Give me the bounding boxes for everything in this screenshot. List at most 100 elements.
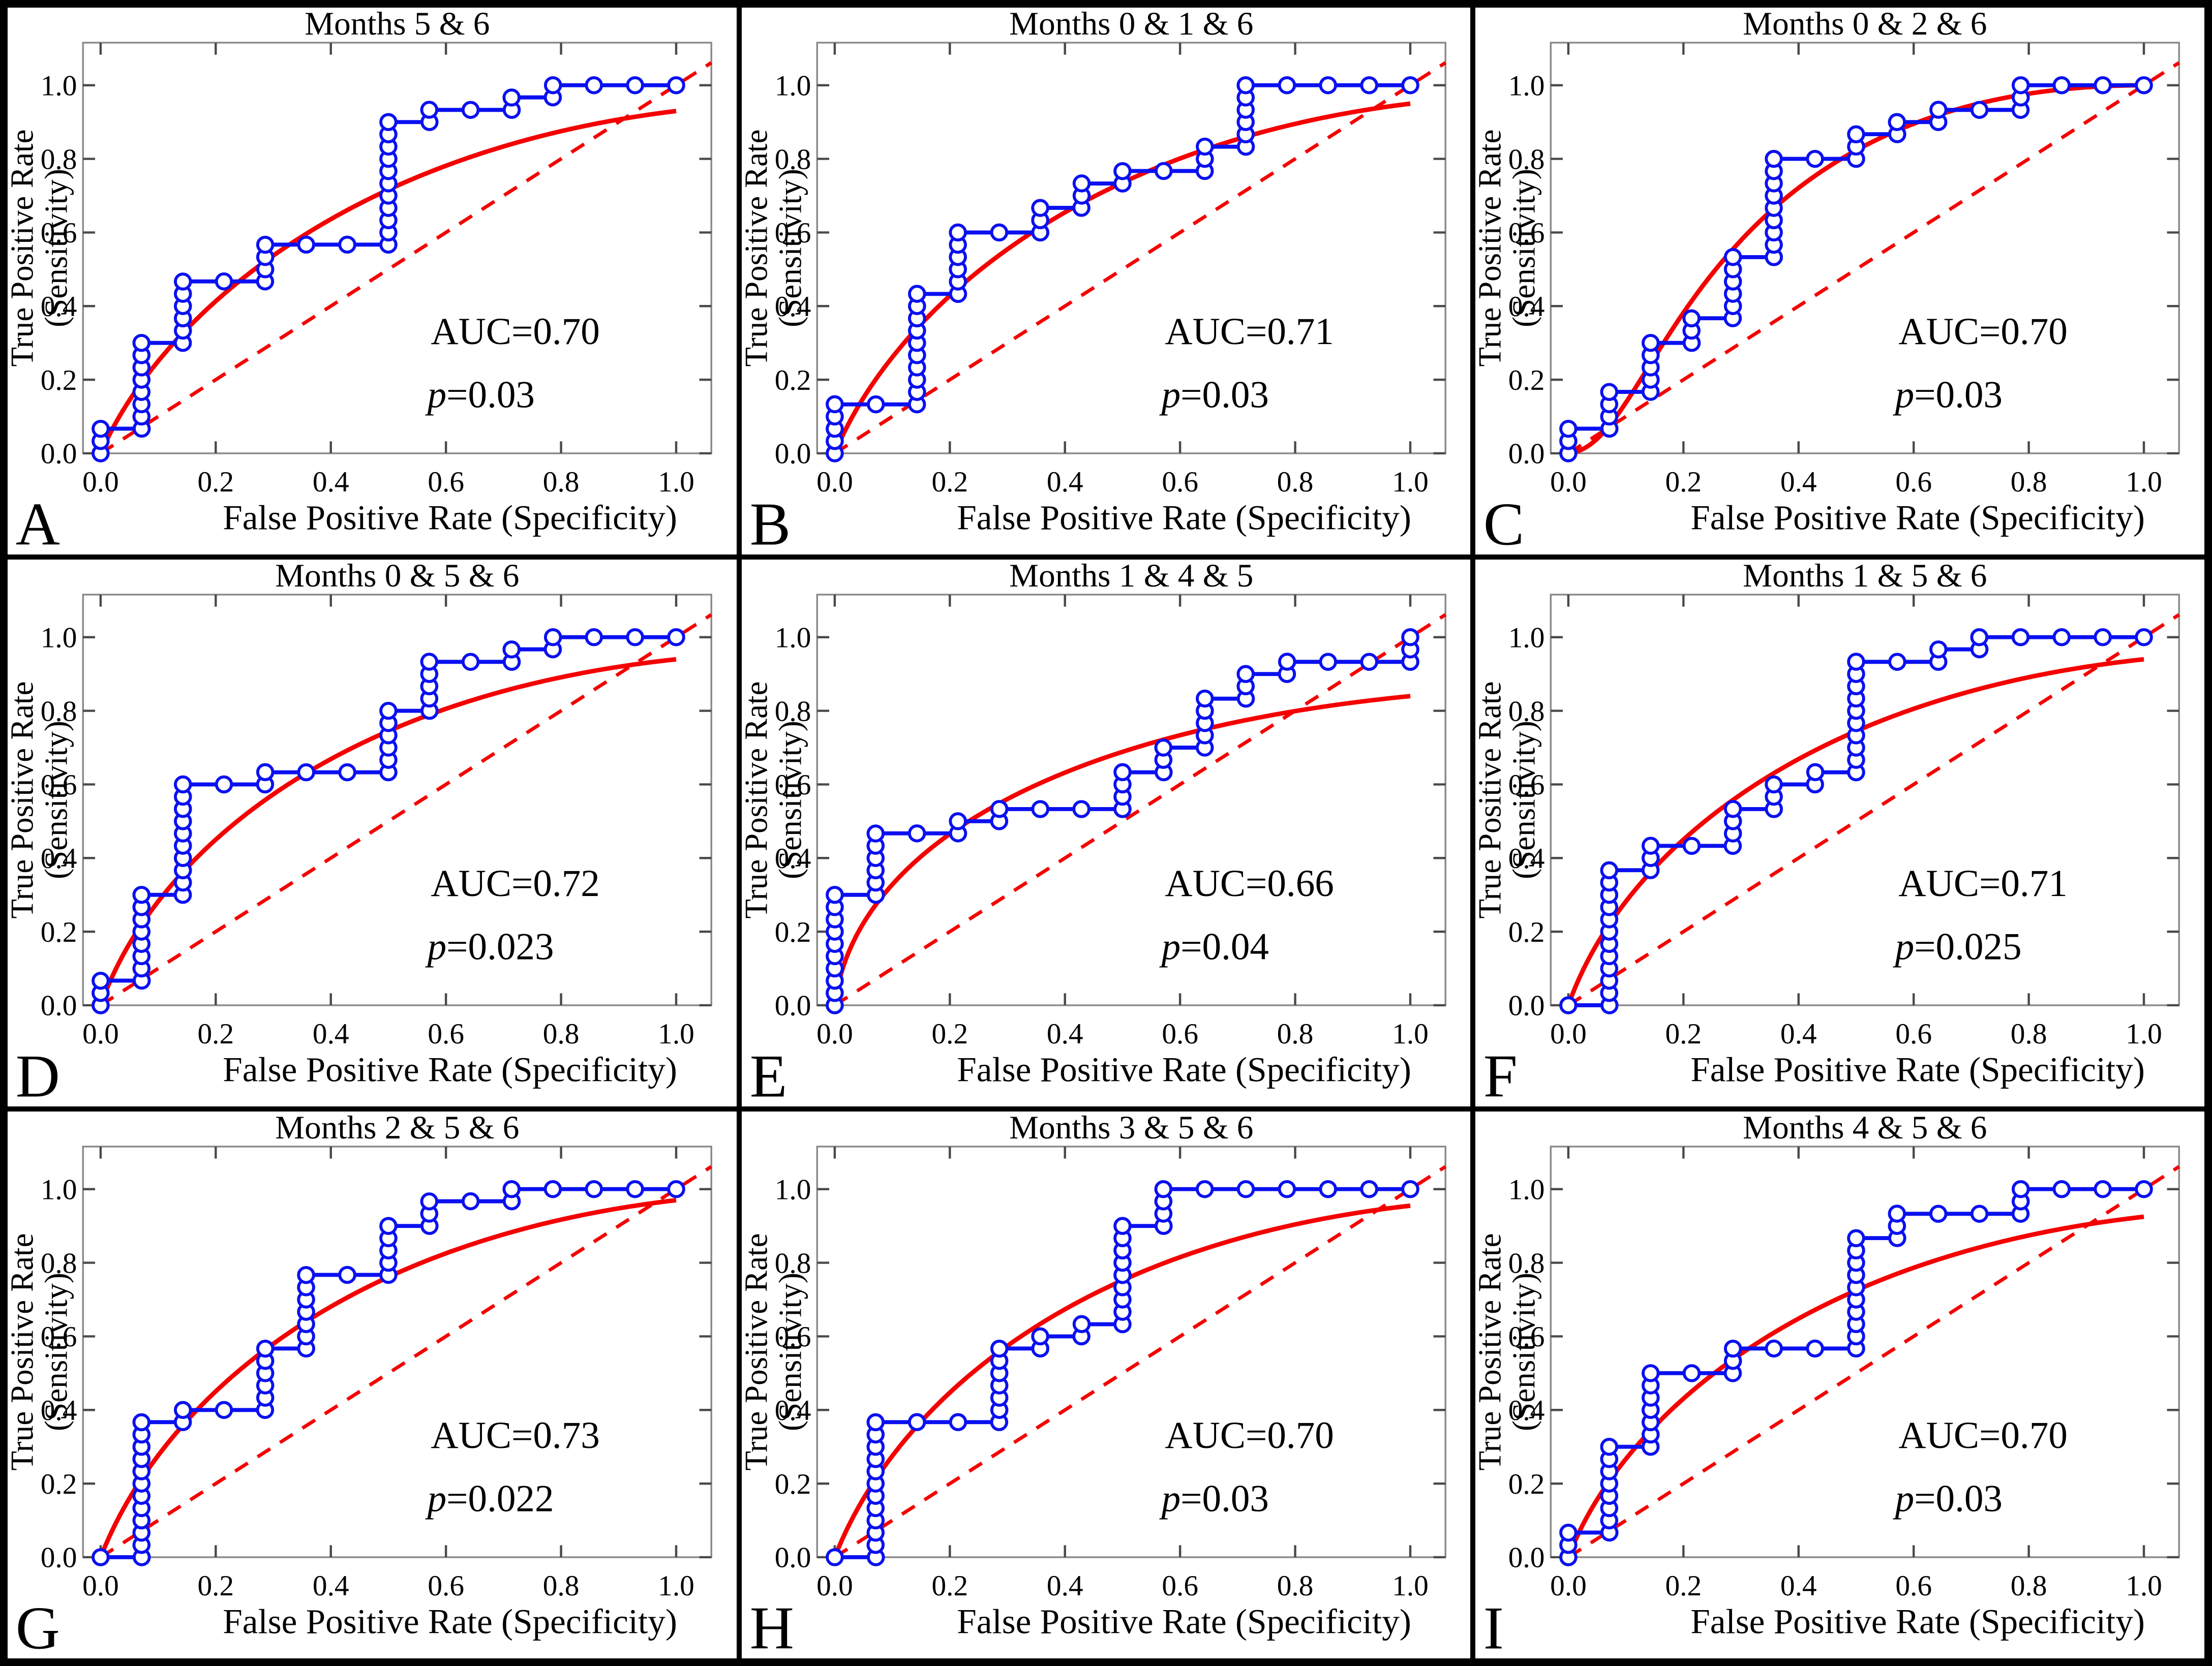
roc-panel-cell: 0.0 0.0 0.2 0.2 0.4 0.4 0.6 0.6 0.8 0.8 1.0 1.0 Mon… [741, 1112, 1471, 1658]
roc-panel-cell: 0.0 0.0 0.2 0.2 0.4 0.4 0.6 0.6 0.8 0.8 1.0 1.0 Mon… [8, 1112, 737, 1658]
y-tick-label: 0.6 [41, 1321, 77, 1353]
y-tick-label: 0.8 [1508, 143, 1545, 175]
x-tick-label: 0.0 [816, 466, 853, 498]
auc-annotation: AUC=0.70 [1899, 311, 2068, 353]
svg-text:(Sensitivity): (Sensitivity) [1506, 169, 1542, 327]
roc-panel-cell: 0.0 0.0 0.2 0.2 0.4 0.4 0.6 0.6 0.8 0.8 1.0 1.0 Mon… [8, 8, 737, 554]
roc-fitted-curve [1566, 657, 2144, 1006]
y-tick-label: 0.4 [774, 843, 811, 875]
y-tick-label: 0.2 [774, 1468, 811, 1500]
plot-frame-border [1550, 1146, 2180, 1558]
roc-point-marker [1236, 665, 1255, 683]
roc-point-marker [2094, 628, 2112, 646]
x-tick-label: 0.8 [1277, 1018, 1313, 1050]
x-tick-label: 0.8 [1277, 1570, 1313, 1602]
roc-point-marker [990, 1339, 1009, 1358]
svg-text:(Sensitivity): (Sensitivity) [1506, 1273, 1542, 1431]
roc-point-marker [1236, 76, 1255, 95]
svg-text:True Positive Rate: True Positive Rate [8, 129, 40, 366]
x-tick-label: 1.0 [1392, 1018, 1429, 1050]
y-tick-label: 1.0 [1508, 1174, 1545, 1206]
x-axis-label: False Positive Rate (Specificity) [957, 1602, 1411, 1641]
x-tick-label: 0.0 [1550, 1018, 1587, 1050]
x-tick-label: 0.6 [1896, 466, 1932, 498]
x-axis-label: False Positive Rate (Specificity) [223, 1050, 677, 1089]
y-tick-label: 0.2 [1508, 1468, 1545, 1500]
roc-data-point-markers [92, 628, 685, 1014]
y-axis-label: True Positive Rate (Sensitivity) [742, 129, 808, 366]
x-tick-label: 0.2 [931, 1018, 968, 1050]
roc-point-marker [1072, 1315, 1091, 1334]
panel-title: Months 0 & 5 & 6 [275, 560, 519, 594]
x-tick-label: 0.8 [2011, 1570, 2047, 1602]
roc-data-point-markers [1559, 628, 2154, 1014]
y-tick-label: 1.0 [41, 70, 77, 102]
x-tick-label: 1.0 [1392, 1570, 1429, 1602]
svg-text:True Positive Rate: True Positive Rate [742, 129, 774, 366]
p-value-annotation: p=0.023 [425, 925, 554, 968]
y-tick-label: 0.6 [1508, 217, 1545, 249]
x-tick-label: 1.0 [658, 1570, 694, 1602]
y-axis-label: True Positive Rate (Sensitivity) [8, 681, 74, 918]
roc-data-point-markers [92, 76, 685, 462]
roc-point-marker [502, 88, 521, 107]
roc-empirical-step-curve [832, 637, 1412, 1005]
panel-title: Months 0 & 1 & 6 [1009, 8, 1253, 42]
y-tick-label: 0.0 [1508, 1542, 1545, 1574]
roc-point-marker [92, 1548, 110, 1566]
x-tick-label: 0.2 [931, 1570, 968, 1602]
auc-annotation: AUC=0.73 [431, 1414, 599, 1457]
x-axis-label: False Positive Rate (Specificity) [1691, 498, 2145, 537]
x-tick-label: 0.4 [1780, 1018, 1817, 1050]
plot-frame: 0.00.0 0.2 0.2 0.4 0.4 0.6 0.6 0.8 0.8 1.0 1.0 [1508, 42, 2180, 498]
roc-point-marker [626, 1180, 644, 1198]
roc-point-marker [907, 824, 926, 843]
panel-title: Months 1 & 4 & 5 [1009, 560, 1253, 594]
x-tick-label: 0.0 [82, 1570, 119, 1602]
roc-point-marker [990, 223, 1008, 242]
roc-point-marker [990, 799, 1009, 818]
roc-point-marker [585, 1180, 603, 1198]
roc-panel-cell: 0.0 0.0 0.2 0.2 0.4 0.4 0.6 0.6 0.8 0.8 1.0 1.0 Mon… [1475, 560, 2204, 1106]
roc-point-marker [1360, 653, 1378, 671]
y-tick-label: 0.6 [1508, 1321, 1545, 1353]
roc-point-marker [1724, 799, 1742, 818]
panel-letter: G [16, 1594, 60, 1658]
roc-panel-plot: 0.00.0 0.2 0.2 0.4 0.4 0.6 0.6 0.8 0.8 1.0 1.0 Mon… [1475, 560, 2180, 1106]
x-tick-label: 1.0 [2126, 1570, 2163, 1602]
roc-point-marker [338, 763, 356, 782]
roc-point-marker [1154, 1180, 1172, 1198]
plot-frame: 0.00.0 0.2 0.2 0.4 0.4 0.6 0.6 0.8 0.8 1.0 1.0 [774, 1146, 1446, 1602]
roc-point-marker [132, 1413, 151, 1432]
y-tick-label: 0.8 [774, 695, 811, 727]
p-value-annotation: p=0.03 [1159, 1477, 1268, 1520]
roc-fitted-curve [98, 657, 677, 1006]
y-tick-label: 0.0 [774, 990, 811, 1022]
y-tick-label: 0.2 [774, 916, 811, 948]
roc-point-marker [1360, 1180, 1378, 1198]
x-tick-label: 0.6 [428, 1018, 464, 1050]
y-tick-label: 0.0 [41, 1542, 77, 1574]
svg-text:True Positive Rate: True Positive Rate [742, 681, 774, 918]
roc-panel-plot: 0.00.0 0.2 0.2 0.4 0.4 0.6 0.6 0.8 0.8 1.0 1.0 Mon… [8, 1112, 713, 1658]
roc-point-marker [297, 1266, 315, 1284]
y-axis-label: True Positive Rate (Sensitivity) [742, 1233, 808, 1470]
x-tick-label: 0.8 [2011, 1018, 2047, 1050]
roc-data-point-markers [825, 76, 1419, 462]
y-axis-label: True Positive Rate (Sensitivity) [1475, 129, 1542, 366]
x-tick-label: 0.6 [1162, 1018, 1198, 1050]
svg-text:True Positive Rate: True Positive Rate [8, 1233, 40, 1470]
roc-point-marker [585, 76, 603, 95]
panel-title: Months 1 & 5 & 6 [1743, 560, 1987, 594]
y-tick-label: 0.6 [774, 1321, 811, 1353]
y-tick-label: 0.4 [41, 1395, 77, 1427]
roc-point-marker [1113, 162, 1132, 180]
x-tick-label: 0.2 [1665, 1018, 1702, 1050]
x-tick-label: 1.0 [658, 1018, 694, 1050]
roc-point-marker [132, 333, 151, 352]
panel-letter: I [1483, 1594, 1504, 1658]
roc-point-marker [256, 763, 275, 782]
roc-point-marker [379, 113, 398, 131]
roc-point-marker [1642, 1364, 1660, 1382]
